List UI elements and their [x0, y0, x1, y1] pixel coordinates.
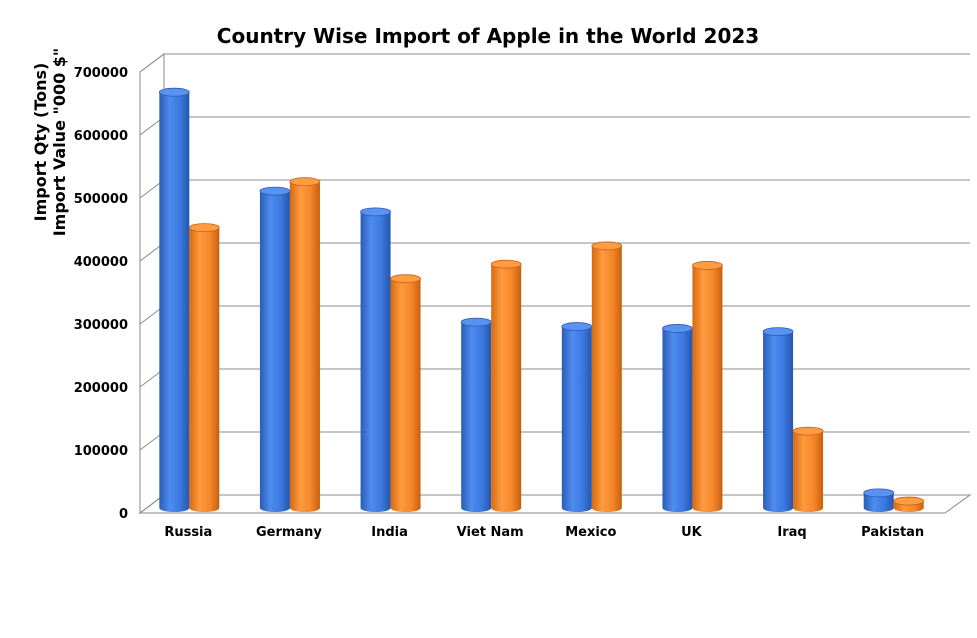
x-category-label: India: [371, 525, 408, 540]
bar: [360, 207, 391, 512]
bar-cap: [762, 327, 794, 337]
bar: [792, 426, 824, 512]
bar: [460, 317, 492, 512]
bar-body: [289, 181, 320, 512]
bar-cap: [390, 274, 421, 284]
bar-body: [863, 492, 894, 512]
bar-cap: [561, 322, 593, 331]
x-category-label: Iraq: [777, 525, 806, 540]
bar-body: [692, 265, 723, 512]
chart-title: Country Wise Import of Apple in the Worl…: [217, 24, 759, 48]
bar-body: [491, 264, 522, 512]
bar-body: [159, 92, 190, 512]
bars: [158, 87, 925, 513]
x-category-label: Germany: [256, 525, 322, 540]
bar-cap: [490, 259, 522, 269]
bar: [893, 496, 925, 512]
bar-body: [461, 322, 492, 512]
y-tick-label: 100000: [74, 444, 128, 459]
y-tick-label: 600000: [74, 129, 128, 144]
y-axis-ticks: 0 100000 200000 300000 400000 500000 600000 700…: [74, 66, 128, 522]
bar: [662, 324, 693, 512]
bar-body: [561, 326, 592, 512]
bar-cap: [792, 426, 824, 436]
bar: [762, 327, 794, 512]
bar: [692, 261, 723, 512]
y-axis-label-line-1: Import Qty (Tons): [31, 63, 50, 222]
gridline: [139, 53, 970, 73]
bar-body: [390, 278, 421, 512]
bar-cap: [591, 241, 623, 251]
bar-cap: [692, 261, 723, 270]
bar: [390, 274, 421, 512]
x-axis-categories: Russia Germany India Viet Nam Mexico UK Iraq Pa…: [164, 525, 924, 540]
bar-cap: [188, 223, 220, 233]
y-tick-label: 400000: [74, 255, 128, 270]
bar-cap: [289, 177, 321, 187]
y-tick-label: 0: [119, 507, 128, 522]
bar-body: [189, 227, 220, 512]
x-category-label: Russia: [164, 525, 212, 540]
bar-body: [793, 431, 824, 512]
bar: [561, 322, 593, 512]
bar: [289, 177, 321, 512]
x-category-label: Pakistan: [861, 525, 924, 540]
y-axis-label-line-2: Import Value "000 $": [50, 48, 69, 237]
y-tick-label: 300000: [74, 318, 128, 333]
bar: [863, 488, 895, 512]
x-category-label: UK: [681, 525, 703, 540]
bar: [490, 259, 522, 512]
y-tick-label: 700000: [74, 66, 128, 81]
bar-cap: [158, 87, 190, 97]
bar-body: [360, 211, 391, 512]
bar-cap: [893, 496, 925, 506]
y-tick-label: 500000: [74, 192, 128, 207]
x-category-label: Mexico: [565, 525, 616, 540]
bar-body: [662, 328, 693, 512]
bar: [259, 186, 291, 513]
bar-cap: [863, 488, 895, 498]
bar: [158, 87, 190, 512]
bar-cap: [259, 186, 291, 196]
gridline: [139, 116, 970, 136]
bar-cap: [460, 317, 492, 327]
bar-cap: [662, 324, 693, 333]
x-category-label: Viet Nam: [457, 525, 524, 540]
y-axis-label: Import Qty (Tons) Import Value "000 $": [31, 48, 69, 237]
bar-cap: [360, 207, 391, 217]
bar-body: [763, 331, 794, 512]
bar-body: [591, 245, 622, 513]
bar: [591, 241, 623, 513]
y-tick-label: 200000: [74, 381, 128, 396]
bar-body: [259, 191, 290, 513]
bar: [188, 223, 220, 512]
